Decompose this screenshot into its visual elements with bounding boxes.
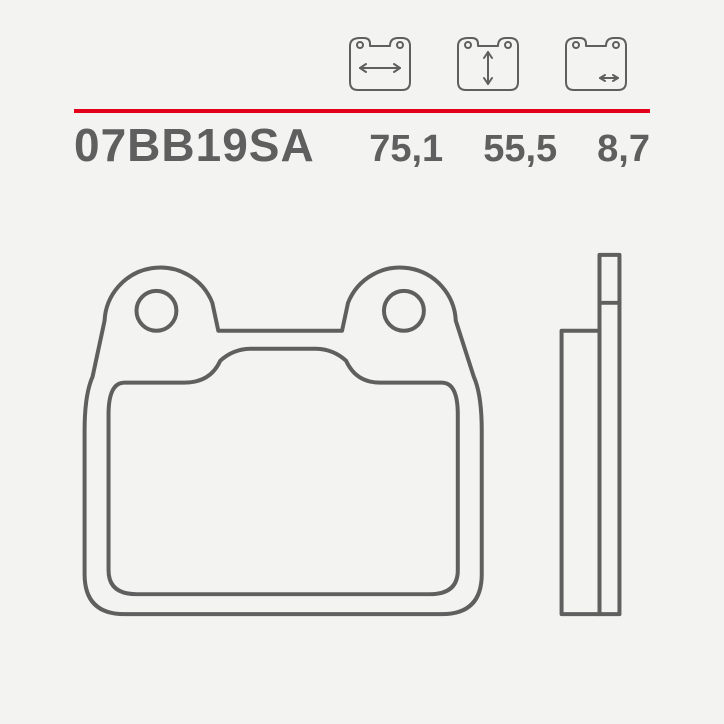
dimension-height: 55,5 — [483, 128, 557, 171]
part-number: 07BB19SA — [74, 118, 315, 172]
spec-row: 07BB19SA 75,1 55,5 8,7 — [74, 118, 650, 172]
height-dimension-icon — [448, 34, 528, 94]
header-dimension-icons — [340, 34, 636, 94]
thickness-dimension-icon — [556, 34, 636, 94]
dimension-width: 75,1 — [369, 128, 443, 171]
width-dimension-icon — [340, 34, 420, 94]
dimension-thickness: 8,7 — [597, 128, 650, 171]
dimensions-group: 75,1 55,5 8,7 — [369, 128, 650, 171]
divider-line — [74, 100, 650, 104]
technical-drawing — [74, 215, 650, 684]
diagram-canvas: 07BB19SA 75,1 55,5 8,7 — [0, 0, 724, 724]
